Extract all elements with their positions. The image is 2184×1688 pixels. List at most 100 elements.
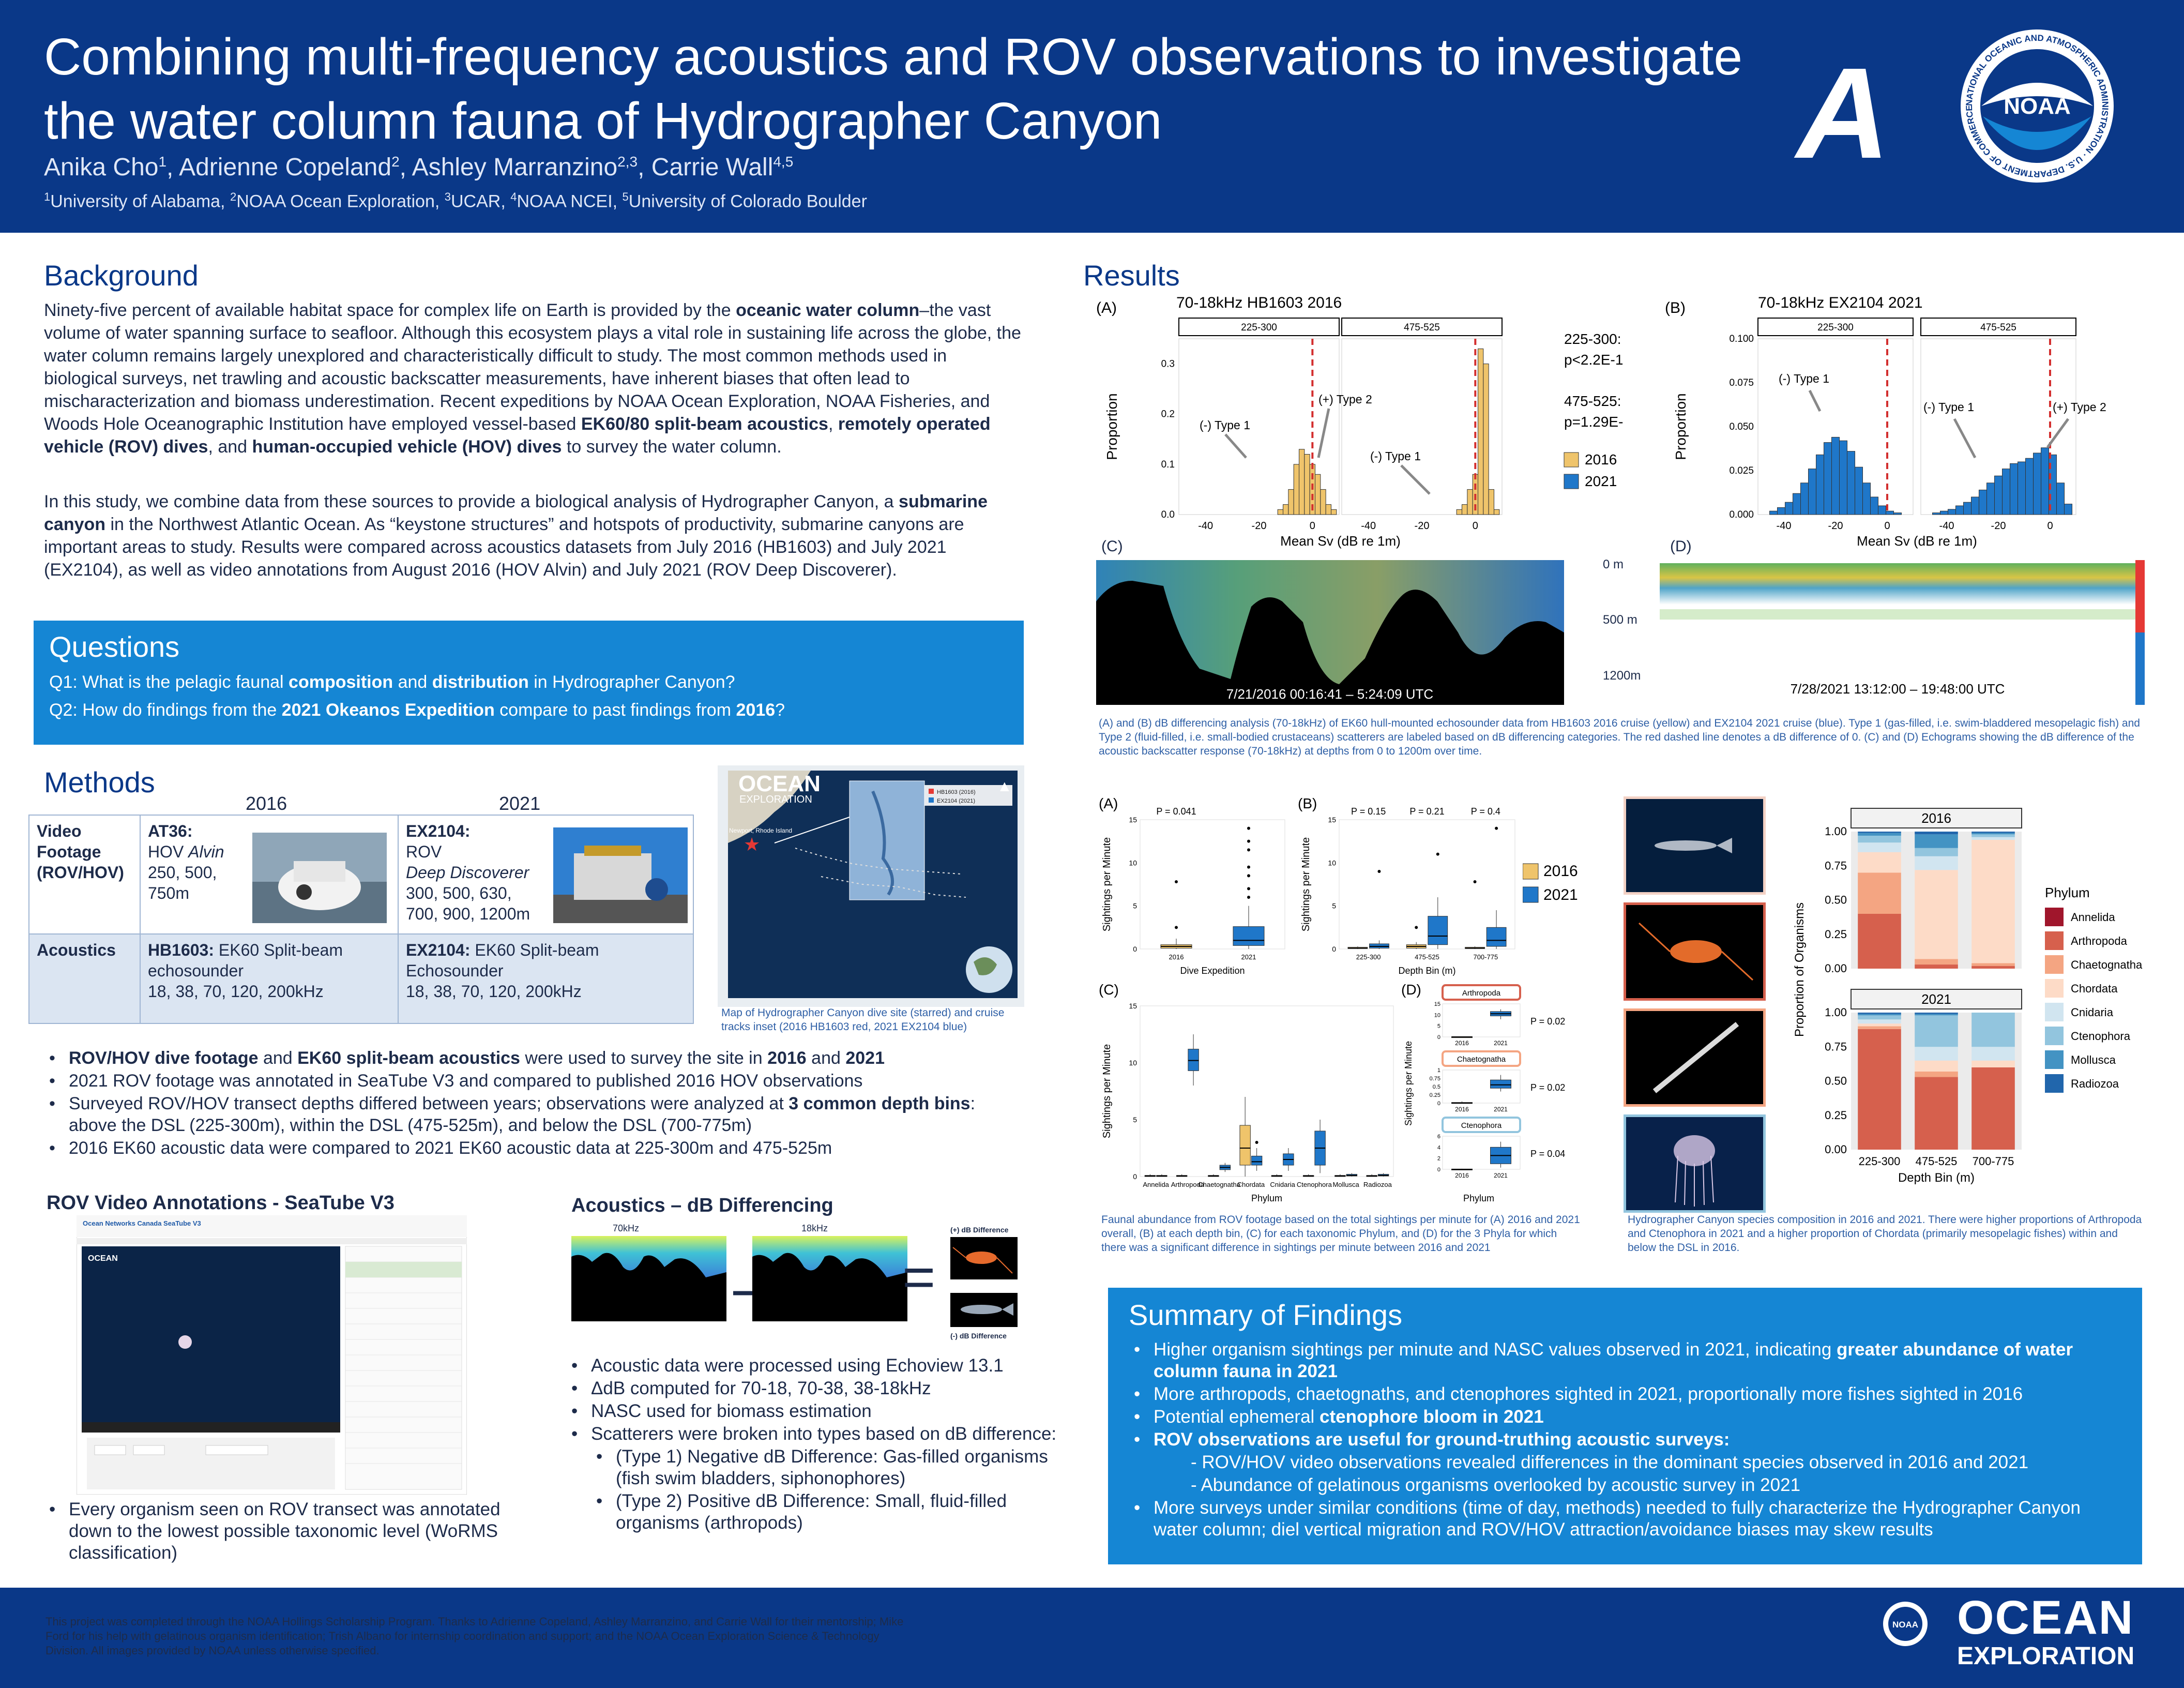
box-iqr bbox=[1428, 916, 1448, 945]
bold-text: remotely operated vehicle (ROV) dives bbox=[44, 414, 991, 457]
y-tick-label: 0.050 bbox=[1729, 421, 1754, 432]
author-name: Carrie Wall bbox=[651, 154, 774, 181]
facet-label: 2016 bbox=[1921, 810, 1951, 826]
annotation-arrow bbox=[2046, 418, 2070, 448]
bold-text: submarine canyon bbox=[44, 492, 988, 534]
facet-label: 2021 bbox=[1921, 991, 1951, 1007]
histogram-bar bbox=[1955, 505, 1964, 515]
bold-text: greater abundance of water column fauna … bbox=[1154, 1339, 2073, 1381]
y-tick-label: 15 bbox=[1328, 816, 1336, 824]
svg-text:OCEAN: OCEAN bbox=[88, 1254, 118, 1263]
stack-segment bbox=[1971, 1013, 2015, 1047]
summary-bullet: Potential ephemeral ctenophore bloom in … bbox=[1129, 1406, 2121, 1428]
stack-segment bbox=[1915, 1047, 1958, 1061]
stack-segment bbox=[1858, 832, 1901, 833]
x-tick-label: Radiozoa bbox=[1363, 1181, 1392, 1188]
y-tick-label: 6 bbox=[1437, 1134, 1440, 1140]
facet-strip bbox=[1341, 318, 1503, 336]
hov-alvin-photo bbox=[252, 833, 387, 923]
x-tick-label: Mollusca bbox=[1332, 1181, 1359, 1188]
poster-title: Combining multi-frequency acoustics and … bbox=[44, 28, 1742, 150]
footer-banner bbox=[0, 1588, 2184, 1688]
echogram-c-label: (C) bbox=[1101, 538, 1123, 555]
facet-label: 475-525 bbox=[1404, 322, 1440, 333]
panel-label: (B) bbox=[1298, 795, 1317, 811]
depth-label-1200: 1200m bbox=[1603, 669, 1641, 683]
box-outlier bbox=[1247, 887, 1250, 891]
annotation-arrow bbox=[1224, 433, 1247, 459]
y-tick-label: 10 bbox=[1129, 1059, 1137, 1067]
histogram-bar bbox=[1940, 510, 1948, 515]
stack-segment bbox=[1915, 834, 1958, 848]
bold-text: distribution bbox=[432, 672, 529, 692]
histogram-bar bbox=[1283, 504, 1289, 515]
annotation-list[interactable] bbox=[345, 1246, 462, 1490]
methods-heading: Methods bbox=[44, 766, 155, 798]
stack-segment bbox=[1971, 1060, 2015, 1067]
legend-label: 2016 bbox=[1585, 451, 1617, 468]
affiliation-name: UCAR, bbox=[451, 191, 511, 212]
histogram-bar bbox=[2018, 461, 2026, 515]
map-caption: Map of Hydrographer Canyon dive site (st… bbox=[721, 1007, 1005, 1033]
background-heading: Background bbox=[44, 259, 199, 292]
x-tick-label: Cnidaria bbox=[1270, 1181, 1295, 1188]
bold-text: human-occupied vehicle (HOV) dives bbox=[252, 437, 562, 457]
histogram-2021: (B) 70-18kHz EX2104 2021 Proportion 0.000 0.… bbox=[1665, 294, 2106, 549]
ua-logo-letter: A bbox=[1794, 47, 1890, 176]
box-outlier bbox=[1247, 874, 1250, 878]
stack-segment bbox=[1915, 848, 1958, 856]
methods-bullet: 2016 EK60 acoustic data were compared to… bbox=[44, 1137, 1016, 1159]
facet-label: 475-525 bbox=[1980, 322, 2016, 333]
echogram-2021-time: 7/28/2021 13:12:00 – 19:48:00 UTC bbox=[1791, 681, 2005, 697]
ex2104-title: EX2104: bbox=[405, 822, 471, 840]
summary-sub-bullet: - Abundance of gelatinous organisms over… bbox=[1191, 1475, 1801, 1495]
text-run: compare to past findings from bbox=[494, 700, 736, 720]
histogram-bar bbox=[1948, 509, 1956, 515]
bold-text: ctenophore bloom in 2021 bbox=[1320, 1407, 1544, 1427]
histogram-bar bbox=[1793, 493, 1801, 515]
annotation-label: (+) Type 2 bbox=[2053, 400, 2106, 414]
box-iqr bbox=[1490, 1079, 1511, 1089]
text-run: in the Northwest Atlantic Ocean. As “key… bbox=[44, 515, 964, 580]
stack-segment bbox=[1915, 870, 1958, 959]
legend-label: Annelida bbox=[2071, 911, 2115, 924]
affiliation-name: University of Alabama, bbox=[50, 191, 230, 212]
histogram-bar bbox=[1986, 483, 1995, 515]
ex2104-depths: 300, 500, 630, 700, 900, 1200m bbox=[405, 884, 530, 923]
box-iqr bbox=[1239, 1125, 1251, 1166]
x-tick-label: -20 bbox=[1991, 520, 2006, 532]
map-legend-2016: HB1603 (2016) bbox=[937, 789, 976, 795]
video-controls[interactable] bbox=[82, 1422, 340, 1433]
p-value-label: P = 0.041 bbox=[1156, 806, 1196, 817]
affiliation-number: 5 bbox=[622, 190, 629, 203]
stack-segment bbox=[1971, 834, 2015, 837]
results-heading: Results bbox=[1083, 259, 1180, 292]
histogram-bar bbox=[1325, 504, 1331, 515]
x-tick-label: Arthropoda bbox=[1171, 1181, 1205, 1188]
y-tick-label: 0.075 bbox=[1729, 378, 1754, 388]
boxplot-depth: (B) Sightings per Minute 0 5 10 15 225-300 475-… bbox=[1298, 795, 1515, 976]
x-tick-label: -40 bbox=[1198, 520, 1213, 532]
histogram-bar bbox=[1878, 505, 1886, 515]
y-tick-label: 10 bbox=[1328, 858, 1336, 867]
stack-segment bbox=[1915, 1013, 1958, 1014]
x-tick-label: -40 bbox=[1939, 520, 1954, 532]
y-tick-label: 10 bbox=[1129, 858, 1137, 867]
histogram-2016: (A) 70-18kHz HB1603 2016 Proportion 0.0 0.1 0… bbox=[1096, 294, 1624, 549]
seatube-video-frame bbox=[82, 1246, 340, 1422]
author-name: Adrienne Copeland bbox=[179, 154, 392, 181]
echogram-18khz-label: 18kHz bbox=[801, 1223, 828, 1233]
affiliation-list: 1University of Alabama, 2NOAA Ocean Expl… bbox=[44, 190, 867, 212]
annotation-label: (-) Type 1 bbox=[1370, 449, 1421, 463]
boxplot-legend-2021: 2021 bbox=[1543, 886, 1578, 903]
question-2: Q2: How do findings from the 2021 Okeano… bbox=[49, 699, 1008, 721]
histogram-bar bbox=[2025, 458, 2034, 515]
stack-segment bbox=[1858, 1023, 1901, 1027]
noaa-seal-text: NOAA bbox=[2004, 94, 2071, 119]
bold-text: 2021 bbox=[845, 1048, 885, 1068]
stack-segment bbox=[1971, 837, 2015, 840]
depth-label-0: 0 m bbox=[1603, 557, 1624, 571]
ex2104-acoustics-title: EX2104: bbox=[405, 941, 471, 959]
box-outlier bbox=[1175, 880, 1178, 883]
text-run: Surveyed ROV/HOV transect depths differe… bbox=[69, 1094, 789, 1113]
